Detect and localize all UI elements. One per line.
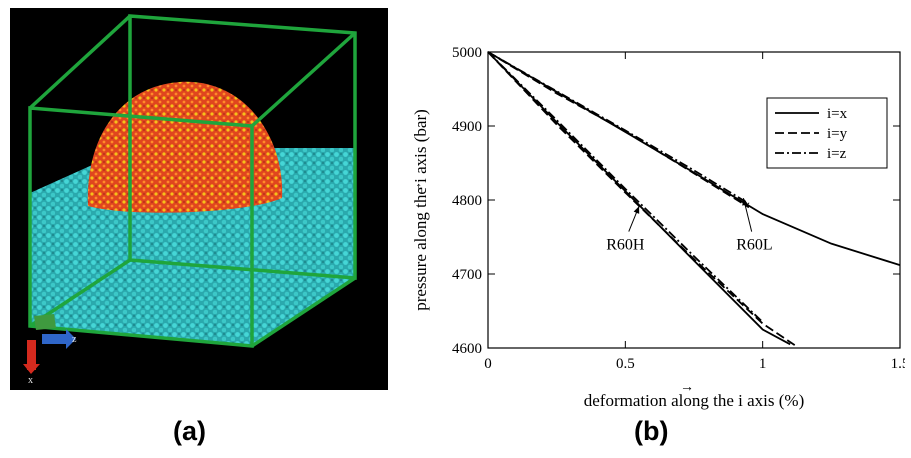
triad-z-label: z: [72, 334, 77, 345]
droplet: [87, 81, 283, 213]
annotation-r60l: R60L: [736, 237, 772, 254]
x-axis-label-vector-arrow: →: [680, 380, 694, 395]
x-tick-label: 1: [759, 356, 767, 372]
series-line-r60l-iz: [487, 51, 750, 205]
series-line-r60h-ix: [487, 51, 791, 346]
triad-x-arrow: [27, 340, 36, 370]
simulation-render-svg: z x: [10, 8, 388, 390]
plot-frame: [487, 51, 901, 349]
legend-label: i=y: [827, 126, 848, 142]
y-tick-label: 5000: [452, 45, 482, 61]
series-line-r60h-iy: [487, 51, 797, 347]
annotations: R60L R60H: [606, 197, 773, 254]
panel-label-b: (b): [634, 416, 669, 446]
y-tick-label: 4600: [452, 341, 482, 357]
x-axis-label: deformation along the i axis (%): [584, 391, 804, 410]
triad-x-label: x: [28, 375, 33, 386]
simulation-render: z x: [10, 8, 388, 390]
annotation-arrowhead: [742, 198, 749, 206]
x-tick-label: 0: [484, 356, 492, 372]
simulation-box: [28, 14, 357, 348]
panel-label-a: (a): [173, 416, 206, 446]
legend: i=x i=y i=z: [766, 97, 888, 169]
axis-ticks: 0 0.5 1 1.5 4600 4700 4800 4900 5000: [452, 45, 909, 372]
pressure-chart-svg: 0 0.5 1 1.5 4600 4700 4800 4900 5000 R60L R60H i=…: [410, 45, 909, 410]
series-line-r60h-iz: [487, 51, 764, 323]
annotation-arrowhead: [633, 206, 640, 214]
legend-label: i=z: [827, 146, 847, 162]
y-tick-label: 4900: [452, 119, 482, 135]
x-tick-label: 0.5: [616, 356, 635, 372]
axis-triad: z x: [23, 314, 77, 386]
annotation-r60h: R60H: [606, 237, 645, 254]
y-axis-label: pressure along the i axis (bar): [411, 109, 430, 311]
triad-z-arrow: [42, 334, 66, 344]
y-tick-label: 4800: [452, 193, 482, 209]
pressure-chart: 0 0.5 1 1.5 4600 4700 4800 4900 5000 R60L R60H i=…: [400, 30, 909, 420]
triad-y-arrow: [34, 314, 56, 330]
y-tick-label: 4700: [452, 267, 482, 283]
legend-label: i=x: [827, 106, 848, 122]
x-tick-label: 1.5: [891, 356, 905, 372]
series-lines: [487, 51, 901, 347]
legend-box: [766, 97, 888, 169]
y-axis-label-vector-arrow: →: [410, 181, 425, 195]
